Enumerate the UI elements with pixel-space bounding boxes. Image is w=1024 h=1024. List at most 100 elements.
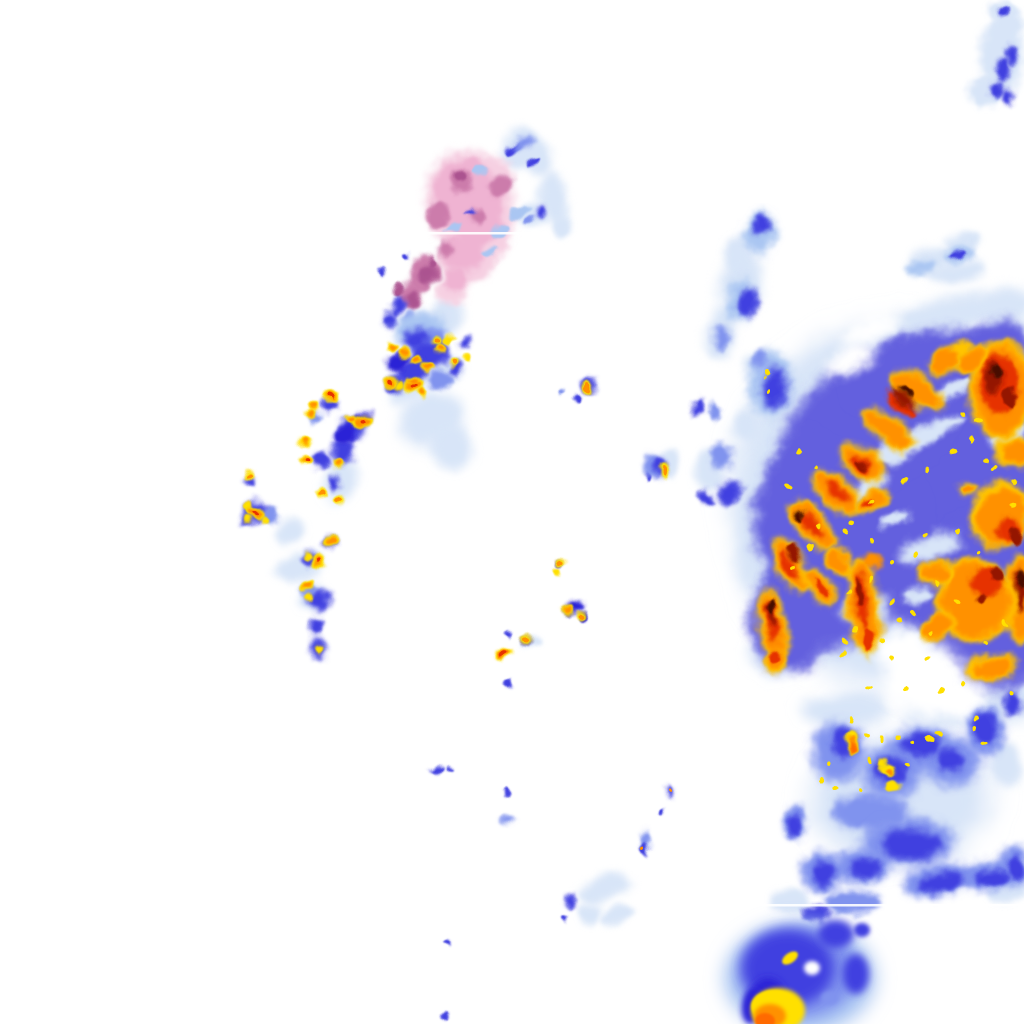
precip-speck	[960, 679, 966, 685]
precip-speck	[975, 417, 981, 423]
precip-blob	[243, 515, 251, 523]
precip-blob	[882, 829, 942, 861]
precip-speck	[811, 467, 817, 473]
precip-blob	[305, 594, 313, 602]
precip-blob	[584, 384, 590, 390]
precip-blob	[818, 920, 854, 948]
precip-blob	[514, 135, 534, 151]
precip-blob	[403, 252, 409, 260]
precip-blob	[828, 550, 852, 574]
precip-blob	[855, 576, 865, 608]
precip-speck	[923, 654, 929, 660]
precip-speck	[952, 599, 958, 605]
precip-speck	[927, 467, 933, 473]
precip-blob	[893, 372, 939, 408]
precip-speck	[923, 529, 929, 535]
precip-blob	[900, 733, 940, 757]
precip-blob	[450, 359, 456, 365]
precip-blob	[711, 443, 733, 471]
precip-blob	[400, 350, 408, 356]
precip-blob	[988, 567, 1004, 583]
storm-layer	[643, 210, 1024, 720]
precip-blob	[896, 292, 1004, 338]
precip-blob	[411, 383, 417, 389]
precip-blob	[865, 412, 911, 448]
precip-blob	[526, 216, 534, 224]
precip-blob	[691, 397, 703, 417]
precip-speck	[983, 459, 989, 465]
precip-blob	[253, 510, 259, 516]
precip-blob	[911, 415, 965, 441]
precip-blob	[447, 768, 453, 772]
precip-blob	[736, 287, 760, 317]
precip-speck	[849, 519, 855, 525]
precip-blob	[933, 379, 971, 401]
precip-blob	[330, 475, 340, 489]
precip-speck	[879, 639, 885, 645]
precip-blob	[310, 403, 318, 409]
precip-blob	[305, 551, 313, 559]
precip-blob	[804, 961, 820, 975]
precip-blob	[424, 364, 432, 370]
precip-speck	[797, 449, 803, 455]
precip-blob	[301, 438, 309, 444]
precip-speck	[897, 619, 903, 625]
precip-speck	[1009, 503, 1015, 509]
precip-blob	[802, 906, 830, 922]
precip-blob	[980, 288, 1024, 322]
precip-blob	[929, 349, 959, 373]
precip-blob	[573, 393, 581, 403]
precip-blob	[472, 165, 488, 175]
precip-blob	[718, 482, 742, 502]
precip-blob	[576, 876, 632, 904]
precip-blob	[443, 268, 467, 292]
precip-blob	[735, 408, 761, 442]
precip-speck	[864, 684, 870, 690]
precip-speck	[762, 372, 768, 378]
tile-seam-lines	[378, 232, 1024, 907]
precip-blob	[1007, 529, 1021, 547]
precip-blob	[998, 8, 1008, 16]
precip-blob	[1004, 386, 1016, 410]
precip-blob	[304, 458, 308, 462]
precip-blob	[311, 451, 329, 469]
precip-blob	[326, 536, 336, 546]
precip-blob	[770, 890, 810, 910]
precip-blob	[659, 808, 665, 816]
precip-blob	[993, 364, 1001, 380]
precip-speck	[909, 739, 915, 745]
precip-blob	[539, 174, 567, 222]
precip-speck	[891, 657, 897, 663]
precip-blob	[1006, 46, 1018, 64]
precip-speck	[792, 564, 798, 570]
precip-blob	[379, 267, 385, 275]
precip-blob	[855, 460, 869, 472]
precip-blob	[974, 657, 1014, 679]
precip-speck	[805, 544, 811, 550]
precip-blob	[1019, 572, 1024, 588]
precip-blob	[781, 551, 799, 581]
precip-blob	[564, 607, 572, 613]
precip-blob	[825, 344, 875, 376]
precip-blob	[442, 1011, 448, 1021]
precip-blob	[601, 907, 635, 925]
precip-speck	[845, 589, 851, 595]
precip-blob	[923, 563, 949, 581]
precip-blob	[460, 336, 470, 348]
precip-blob	[945, 232, 979, 252]
precip-blob	[928, 680, 988, 720]
precip-blob	[812, 579, 828, 597]
precip-blob	[433, 339, 439, 343]
precip-blob	[812, 862, 836, 886]
precip-blob	[498, 651, 508, 657]
precip-blob	[902, 386, 914, 398]
precip-blob	[336, 497, 342, 501]
precip-blob	[456, 170, 466, 182]
precip-blob	[788, 542, 800, 562]
precip-blob	[559, 389, 565, 395]
precip-speck	[1009, 689, 1015, 695]
precip-blob	[824, 890, 880, 914]
precip-blob	[950, 251, 966, 259]
precip-blob	[418, 390, 426, 396]
precip-speck	[890, 559, 896, 565]
